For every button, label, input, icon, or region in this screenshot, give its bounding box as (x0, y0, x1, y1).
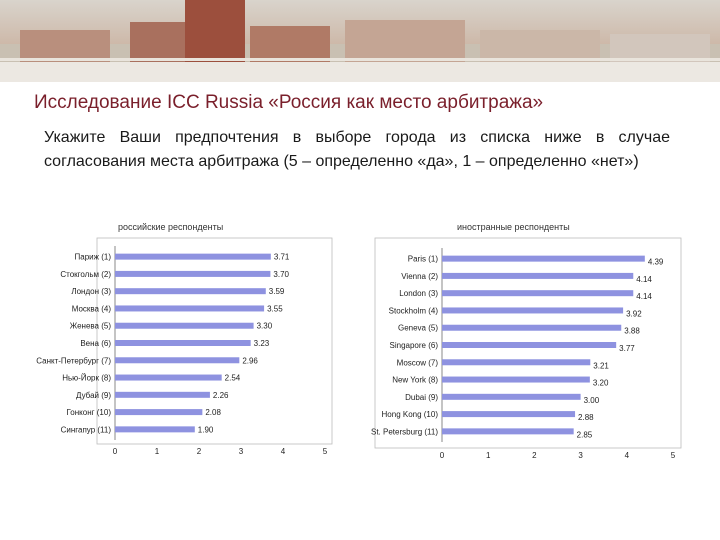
value-label: 2.54 (225, 374, 241, 383)
category-label: Stockholm (4) (389, 306, 439, 315)
x-tick-label: 1 (155, 447, 160, 456)
bar (115, 426, 195, 433)
category-label: Париж (1) (75, 253, 112, 262)
value-label: 3.30 (257, 322, 273, 331)
bar (115, 357, 240, 364)
foreign-respondents-chart-svg: иностранные респонденты Paris (1) 4.39 Vien… (371, 222, 682, 460)
category-label: Сингапур (11) (61, 425, 112, 434)
category-label: Paris (1) (408, 255, 439, 264)
chart-title: российские респонденты (118, 222, 223, 232)
value-label: 3.88 (624, 327, 640, 336)
category-label: London (3) (399, 289, 438, 298)
russian-respondents-chart-svg: российские респонденты Париж (1) 3.71 Стокг… (36, 222, 333, 456)
value-label: 4.39 (648, 258, 664, 267)
bar (442, 411, 576, 418)
value-label: 3.23 (254, 339, 270, 348)
value-label: 3.20 (593, 379, 609, 388)
category-label: Гонконг (10) (67, 408, 112, 417)
value-label: 3.21 (593, 361, 609, 370)
value-label: 2.85 (577, 430, 593, 439)
value-label: 2.88 (578, 413, 594, 422)
category-label: Нью-Йорк (8) (62, 374, 111, 383)
kremlin-banner-picture (0, 0, 720, 82)
category-label: Dubai (9) (405, 393, 438, 402)
value-label: 2.96 (242, 356, 258, 365)
x-tick-label: 2 (532, 451, 537, 460)
x-tick-label: 5 (671, 451, 676, 460)
chart-title: иностранные респонденты (457, 222, 570, 232)
bar (115, 288, 266, 295)
value-label: 3.92 (626, 309, 642, 318)
bar (115, 374, 222, 381)
category-label: Санкт-Петербург (7) (36, 356, 111, 365)
category-label: Geneva (5) (398, 324, 438, 333)
x-tick-label: 3 (239, 447, 244, 456)
category-label: New York (8) (392, 376, 438, 385)
plot-frame (374, 237, 682, 449)
bar (115, 391, 210, 398)
category-label: Вена (6) (80, 339, 111, 348)
bar (115, 340, 251, 346)
value-label: 3.70 (273, 270, 289, 279)
bar (442, 290, 634, 297)
value-label: 2.26 (213, 391, 229, 400)
value-label: 4.14 (636, 292, 652, 301)
bar (115, 253, 271, 260)
page-title: Исследование ICC Russia «Россия как мест… (34, 92, 544, 113)
x-tick-label: 2 (197, 447, 202, 456)
value-label: 3.55 (267, 304, 283, 313)
value-label: 3.59 (269, 287, 285, 296)
value-label: 3.71 (274, 253, 290, 262)
category-label: Москва (4) (72, 304, 112, 313)
value-label: 3.00 (584, 396, 600, 405)
x-tick-label: 4 (281, 447, 286, 456)
x-tick-label: 0 (440, 451, 445, 460)
bar (115, 270, 271, 277)
value-label: 2.08 (205, 408, 221, 417)
plot-frame (96, 237, 333, 445)
category-label: Лондон (3) (71, 287, 111, 296)
category-label: Стокгольм (2) (60, 270, 111, 279)
x-tick-label: 1 (486, 451, 491, 460)
category-label: Singapore (6) (390, 341, 439, 350)
bar (442, 324, 622, 331)
bar (442, 307, 624, 314)
category-label: Hong Kong (10) (382, 410, 439, 419)
category-label: St. Petersburg (11) (371, 427, 438, 436)
bar (442, 272, 634, 279)
value-label: 4.14 (636, 275, 652, 284)
category-label: Moscow (7) (397, 358, 439, 367)
russian-respondents-chart: российские респонденты Париж (1) 3.71 Стокг… (0, 212, 360, 462)
bar (442, 393, 581, 400)
bar (442, 255, 645, 262)
x-tick-label: 3 (578, 451, 583, 460)
x-tick-label: 4 (625, 451, 630, 460)
category-label: Женева (5) (70, 322, 112, 331)
category-label: Дубай (9) (76, 391, 111, 400)
x-tick-label: 0 (113, 447, 118, 456)
bar (115, 409, 203, 416)
bar (115, 305, 265, 312)
category-label: Vienna (2) (401, 272, 438, 281)
bar (442, 428, 574, 435)
header-banner-image (0, 0, 720, 82)
value-label: 3.77 (619, 344, 635, 353)
bar (442, 342, 617, 348)
bar (115, 322, 254, 329)
x-tick-label: 5 (323, 447, 328, 456)
bar (442, 376, 590, 383)
value-label: 1.90 (198, 425, 214, 434)
bar (442, 359, 591, 366)
foreign-respondents-chart: иностранные респонденты Paris (1) 4.39 Vien… (345, 212, 705, 462)
survey-question: Укажите Ваши предпочтения в выборе город… (44, 129, 670, 170)
